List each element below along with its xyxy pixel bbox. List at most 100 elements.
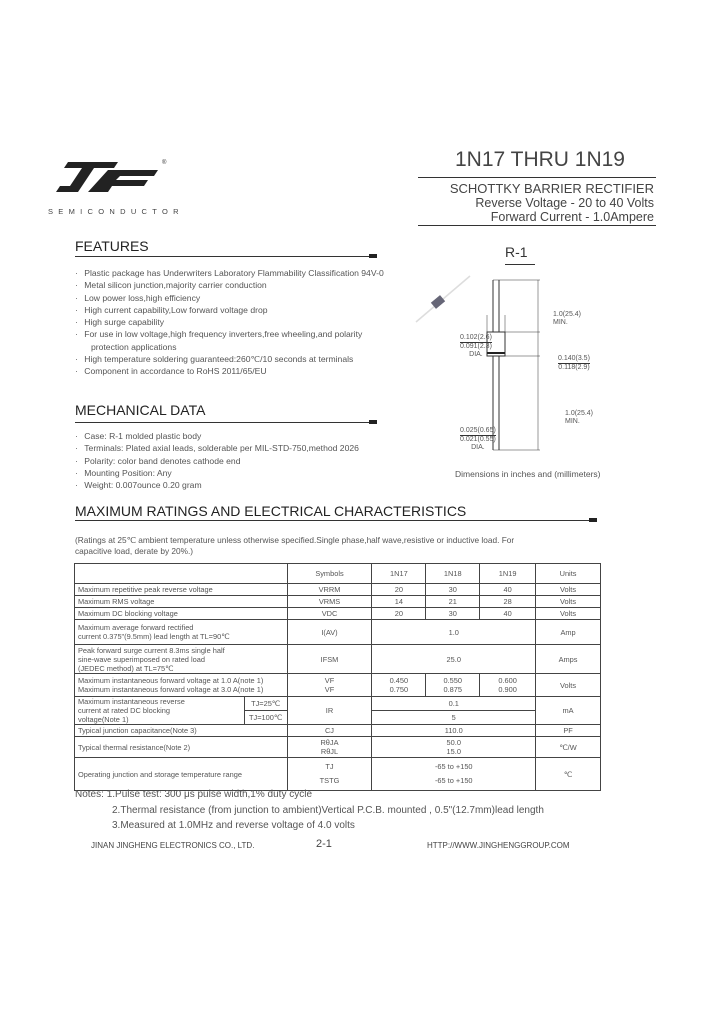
- mechanical-item: Case: R-1 molded plastic body: [75, 430, 359, 442]
- row-unit: mA: [535, 696, 601, 725]
- section-rule: [75, 518, 597, 522]
- desc-line: Peak forward surge current 8.3ms single …: [78, 645, 225, 655]
- cell: 110.0: [371, 724, 537, 737]
- table-header: Symbols 1N17 1N18 1N19 Units: [74, 563, 601, 584]
- logo: ® SEMICONDUCTOR: [48, 160, 184, 216]
- dim-text: 0.140(3.5): [558, 355, 590, 364]
- feature-item: Plastic package has Underwriters Laborat…: [75, 267, 383, 279]
- row-symbol: CJ: [286, 724, 373, 737]
- value: 0.750: [389, 685, 409, 694]
- lead-length-top: 1.0(25.4) MIN.: [553, 311, 581, 327]
- dim-text: 0.025(0.65): [460, 427, 496, 436]
- row-unit: Amps: [535, 644, 601, 674]
- reverse-voltage: Reverse Voltage - 20 to 40 Volts: [475, 196, 654, 210]
- mechanical-item: Terminals: Plated axial leads, solderabl…: [75, 442, 359, 454]
- cell: 30: [425, 583, 481, 596]
- desc-line: Maximum instantaneous forward voltage at…: [78, 676, 264, 685]
- table-row: Maximum RMS voltage VRMS 14 21 28 Volts: [74, 595, 601, 608]
- note-2: 2.Thermal resistance (from junction to a…: [112, 805, 544, 816]
- feature-item: High current capability,Low forward volt…: [75, 304, 384, 316]
- mechanical-item: Mounting Position: Any: [75, 467, 359, 479]
- forward-current: Forward Current - 1.0Ampere: [490, 210, 654, 224]
- feature-item: For use in low voltage,high frequency in…: [75, 328, 384, 340]
- row-symbol: IFSM: [286, 644, 373, 674]
- row-desc: Typical thermal resistance(Note 2): [74, 736, 288, 758]
- value: 0.450: [389, 676, 409, 685]
- value: -65 to +150: [434, 762, 473, 771]
- dim-text: DIA.: [471, 444, 485, 451]
- lead-length-bottom: 1.0(25.4) MIN.: [565, 410, 593, 426]
- header-units: Units: [535, 563, 601, 584]
- package-drawing: [415, 275, 540, 451]
- value: 50.0: [446, 738, 461, 747]
- feature-item: High surge capability: [75, 316, 384, 328]
- symbol-line: VF: [324, 685, 335, 694]
- cell: 40: [479, 583, 537, 596]
- table-row: Maximum instantaneous reverse current at …: [74, 696, 601, 725]
- ratings-heading: MAXIMUM RATINGS AND ELECTRICAL CHARACTER…: [75, 503, 467, 519]
- condition: TJ=25℃: [243, 696, 288, 711]
- ratings-table: Symbols 1N17 1N18 1N19 Units Maximum repetit…: [74, 563, 601, 791]
- row-unit: Volts: [535, 583, 601, 596]
- cell: 21: [425, 595, 481, 608]
- row-desc: Maximum DC blocking voltage: [74, 607, 288, 620]
- row-unit: ℃: [535, 757, 601, 791]
- table-row: Maximum repetitive peak reverse voltage V…: [74, 583, 601, 596]
- logo-text: SEMICONDUCTOR: [48, 207, 184, 216]
- value: -65 to +150: [434, 776, 473, 785]
- row-unit: Volts: [535, 607, 601, 620]
- table-row: Peak forward surge current 8.3ms single …: [74, 644, 601, 674]
- desc-line: (JEDEC method) at TL=75℃: [78, 663, 174, 673]
- row-desc: Typical junction capacitance(Note 3): [74, 724, 288, 737]
- cell: -65 to +150 -65 to +150: [371, 757, 537, 791]
- cell: 0.550 0.875: [425, 673, 481, 697]
- page-number: 2-1: [316, 838, 332, 850]
- row-symbol: VDC: [286, 607, 373, 620]
- dim-text: 0.091(2.3): [460, 343, 492, 350]
- cell: 0.1: [371, 696, 537, 711]
- row-desc: Maximum RMS voltage: [74, 595, 288, 608]
- desc-line: Maximum instantaneous forward voltage at…: [78, 685, 264, 694]
- row-symbol: TJ TSTG: [286, 757, 373, 791]
- feature-item-cont: protection applications: [75, 341, 384, 353]
- note-text: 1.Pulse test: 300 μs pulse width,1% duty…: [106, 789, 312, 800]
- divider: [418, 177, 656, 178]
- mechanical-list: Case: R-1 molded plastic body Terminals:…: [75, 430, 359, 491]
- cell: 20: [371, 583, 427, 596]
- dim-text: 0.102(2.6): [460, 334, 492, 343]
- package-underline: [505, 264, 535, 265]
- row-desc: Maximum repetitive peak reverse voltage: [74, 583, 288, 596]
- feature-item: High temperature soldering guaranteed:26…: [75, 353, 384, 365]
- row-unit: ℃/W: [535, 736, 601, 758]
- symbol-line: VF: [324, 676, 335, 685]
- section-rule: [75, 254, 377, 258]
- desc-line: voltage(Note 1): [78, 715, 129, 724]
- row-unit: Amp: [535, 619, 601, 645]
- dim-text: 1.0(25.4): [553, 311, 582, 318]
- body-diameter: 0.102(2.6) 0.091(2.3) DIA.: [460, 334, 492, 359]
- note-3: 3.Measured at 1.0MHz and reverse voltage…: [112, 820, 355, 831]
- feature-item: Low power loss,high efficiency: [75, 292, 384, 304]
- header-1n17: 1N17: [371, 563, 427, 584]
- row-symbol: VRRM: [286, 583, 373, 596]
- cell: 0.600 0.900: [479, 673, 537, 697]
- package-name: R-1: [505, 244, 528, 260]
- lead-diameter: 0.025(0.65) 0.021(0.55) DIA.: [460, 427, 496, 452]
- footer-company: JINAN JINGHENG ELECTRONICS CO., LTD.: [91, 841, 255, 850]
- value: 0.550: [443, 676, 462, 685]
- row-unit: Volts: [535, 673, 601, 697]
- value: 0.875: [443, 685, 462, 694]
- value: 0.600: [498, 676, 517, 685]
- cell: 30: [425, 607, 481, 620]
- ratings-note: (Ratings at 25℃ ambient temperature unle…: [75, 535, 515, 556]
- dim-text: 0.118(2.9): [558, 364, 590, 371]
- cell: 14: [371, 595, 427, 608]
- features-heading: FEATURES: [75, 238, 149, 254]
- registered-mark: ®: [162, 160, 167, 166]
- cell: 1.0: [371, 619, 537, 645]
- dim-text: 1.0(25.4): [565, 410, 594, 417]
- dim-text: MIN.: [553, 319, 568, 326]
- dimensions-caption: Dimensions in inches and (millimeters): [455, 469, 601, 479]
- notes-label: Notes:: [75, 789, 104, 800]
